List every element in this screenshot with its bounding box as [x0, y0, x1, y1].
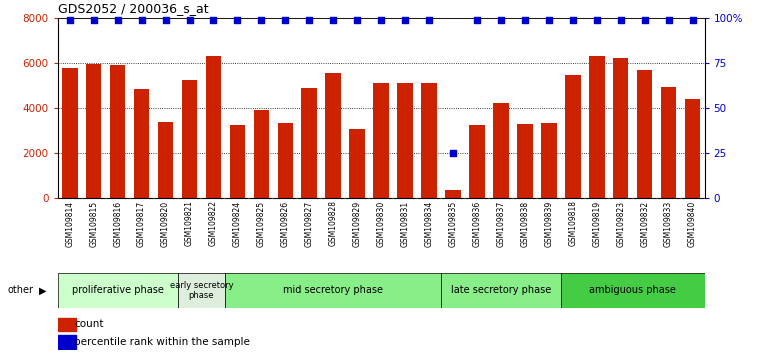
Point [64, 17, 76, 22]
Point [399, 17, 411, 22]
Text: GSM109832: GSM109832 [640, 200, 649, 246]
Text: percentile rank within the sample: percentile rank within the sample [74, 337, 249, 347]
Bar [206, 56, 221, 198]
Text: GSM109831: GSM109831 [400, 200, 410, 246]
Point [112, 17, 124, 22]
Bar [158, 121, 173, 198]
Bar [517, 124, 533, 198]
Text: GSM109815: GSM109815 [89, 200, 99, 246]
Text: GSM109830: GSM109830 [377, 200, 386, 247]
Bar [637, 70, 652, 198]
Bar [421, 83, 437, 198]
Point [591, 17, 603, 22]
Text: other: other [8, 285, 34, 295]
Text: GSM109828: GSM109828 [329, 200, 338, 246]
Bar [561, 273, 705, 308]
Bar [62, 68, 78, 198]
Bar [58, 318, 76, 331]
Bar [469, 125, 485, 198]
Text: GSM109824: GSM109824 [233, 200, 242, 246]
Bar [493, 103, 509, 198]
Point [375, 17, 387, 22]
Text: GDS2052 / 200036_s_at: GDS2052 / 200036_s_at [58, 2, 209, 15]
Text: GSM109827: GSM109827 [305, 200, 314, 246]
Text: GSM109833: GSM109833 [664, 200, 673, 247]
Point [567, 17, 579, 22]
Text: GSM109823: GSM109823 [616, 200, 625, 246]
Point [207, 17, 219, 22]
Text: GSM109822: GSM109822 [209, 200, 218, 246]
Text: GSM109838: GSM109838 [521, 200, 530, 246]
Text: GSM109818: GSM109818 [568, 200, 578, 246]
Text: mid secretory phase: mid secretory phase [283, 285, 383, 295]
Text: proliferative phase: proliferative phase [72, 285, 163, 295]
Point [159, 17, 172, 22]
Point [519, 17, 531, 22]
Bar [541, 122, 557, 198]
Bar [350, 130, 365, 198]
Bar [397, 83, 413, 198]
Point [280, 17, 292, 22]
Text: GSM109839: GSM109839 [544, 200, 554, 247]
Point [447, 150, 459, 156]
Point [470, 17, 483, 22]
Text: GSM109821: GSM109821 [185, 200, 194, 246]
Text: GSM109819: GSM109819 [592, 200, 601, 246]
Bar [589, 56, 604, 198]
Text: GSM109834: GSM109834 [424, 200, 434, 247]
Text: late secretory phase: late secretory phase [450, 285, 551, 295]
Text: GSM109817: GSM109817 [137, 200, 146, 246]
Text: count: count [74, 319, 103, 329]
Point [423, 17, 435, 22]
Text: GSM109837: GSM109837 [497, 200, 505, 247]
Text: GSM109814: GSM109814 [65, 200, 74, 246]
Point [638, 17, 651, 22]
Point [327, 17, 340, 22]
Text: GSM109835: GSM109835 [448, 200, 457, 247]
Bar [441, 273, 561, 308]
Text: ▶: ▶ [38, 285, 46, 295]
Bar [373, 83, 389, 198]
Point [136, 17, 148, 22]
Text: ambiguous phase: ambiguous phase [589, 285, 676, 295]
Bar [613, 58, 628, 198]
Bar [253, 110, 270, 198]
Text: GSM109840: GSM109840 [688, 200, 697, 247]
Bar [86, 64, 102, 198]
Point [614, 17, 627, 22]
Point [686, 17, 698, 22]
Text: GSM109836: GSM109836 [473, 200, 481, 247]
Bar [685, 99, 701, 198]
Bar [445, 190, 460, 198]
Text: GSM109820: GSM109820 [161, 200, 170, 246]
Bar [661, 86, 676, 198]
Bar [182, 80, 197, 198]
Point [495, 17, 507, 22]
Text: GSM109825: GSM109825 [257, 200, 266, 246]
Point [88, 17, 100, 22]
Point [543, 17, 555, 22]
Text: GSM109829: GSM109829 [353, 200, 362, 246]
Point [183, 17, 196, 22]
Bar [302, 88, 317, 198]
Bar [58, 273, 178, 308]
Point [303, 17, 316, 22]
Text: GSM109826: GSM109826 [281, 200, 290, 246]
Point [662, 17, 675, 22]
Bar [226, 273, 441, 308]
Point [351, 17, 363, 22]
Bar [178, 273, 226, 308]
Bar [110, 65, 126, 198]
Text: early secretory
phase: early secretory phase [169, 281, 233, 300]
Bar [326, 73, 341, 198]
Bar [565, 75, 581, 198]
Point [231, 17, 243, 22]
Bar [229, 125, 245, 198]
Bar [277, 122, 293, 198]
Text: GSM109816: GSM109816 [113, 200, 122, 246]
Bar [134, 89, 149, 198]
Point [255, 17, 267, 22]
Bar [58, 335, 76, 349]
